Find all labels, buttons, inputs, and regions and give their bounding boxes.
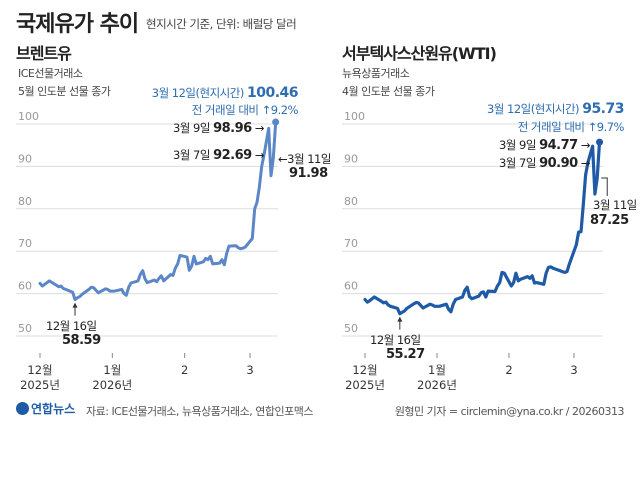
wti-title: 서부텍사스산원유(WTI) (342, 44, 497, 63)
brent-last-point (272, 118, 280, 126)
credit: 원형민 기자 = circlemin@yna.co.kr / 20260313 (394, 405, 625, 418)
wti-x-tick-label: 1월 (428, 363, 446, 377)
brent-price-line (38, 120, 278, 302)
wti-x-tick-year: 2026년 (417, 378, 457, 392)
wti-y-tick-label: 60 (344, 280, 358, 293)
wti-mar11-value: 87.25 (590, 213, 629, 228)
wti-low-value: 55.27 (386, 347, 425, 362)
brent-x-tick-label: 2 (181, 363, 188, 377)
wti-x-tick-label: 12월 (352, 363, 377, 377)
brent-mar11-value: 91.98 (289, 166, 328, 181)
brent-mar9-annotation: 3월 9일 98.96 → (172, 121, 265, 136)
brent-change: 전 거래일 대비 ↑9.2% (191, 103, 299, 117)
page-title: 국제유가 추이 (16, 12, 139, 37)
brent-title: 브렌트유 (16, 44, 72, 63)
brent-y-tick-label: 50 (18, 322, 32, 335)
wti-mar11-leader (601, 177, 608, 197)
wti-mar9-annotation: 3월 9일 94.77 → (498, 138, 591, 153)
wti-last-point (596, 138, 604, 146)
brent-contract: 5월 인도분 선물 종가 (18, 85, 111, 98)
brent-y-tick-label: 90 (18, 152, 32, 165)
brent-x-tick-label: 1월 (103, 363, 121, 377)
brent-x-tick-label: 3 (246, 363, 253, 377)
brent-x-tick-year: 2025년 (20, 378, 60, 392)
source: 자료: ICE선물거래소, 뉴욕상품거래소, 연합인포맥스 (86, 405, 313, 418)
wti-price-line (363, 140, 602, 316)
brent-exchange: ICE선물거래소 (18, 67, 83, 80)
wti-y-tick-label: 80 (344, 195, 358, 208)
wti-x-tick-label: 2 (505, 363, 512, 377)
brent-low-label: 12월 16일 (46, 319, 97, 333)
wti-exchange: 뉴욕상품거래소 (342, 67, 410, 80)
logo-icon (16, 402, 29, 415)
brent-mar11-label: ←3월 11일 (278, 152, 331, 166)
brent-y-tick-label: 60 (18, 280, 32, 293)
wti-change: 전 거래일 대비 ↑9.7% (517, 120, 625, 134)
yonhap-logo: 연합뉴스 (16, 400, 75, 417)
brent-y-tick-label: 70 (18, 237, 32, 250)
brent-y-tick-label: 80 (18, 195, 32, 208)
brent-low-value: 58.59 (62, 333, 101, 348)
wti-contract: 4월 인도분 선물 종가 (342, 85, 435, 98)
brent-low-arrowhead (72, 302, 78, 308)
wti-last-annotation: 3월 12일(현지시간) 95.73 (486, 101, 625, 117)
wti-mar11-label: 3월 11일 (593, 198, 637, 212)
wti-y-tick-label: 50 (344, 322, 358, 335)
wti-low-label: 12월 16일 (370, 333, 421, 347)
wti-y-tick-label: 70 (344, 237, 358, 250)
wti-x-tick-year: 2025년 (345, 378, 385, 392)
brent-x-tick-year: 2026년 (92, 378, 132, 392)
wti-low-arrowhead (397, 316, 403, 322)
brent-x-tick-label: 12월 (27, 363, 52, 377)
brent-last-annotation: 3월 12일(현지시간) 100.46 (151, 85, 299, 101)
wti-y-tick-label: 100 (344, 110, 365, 123)
wti-y-tick-label: 90 (344, 152, 358, 165)
unit-note: 현지시간 기준, 단위: 배럴당 달러 (146, 17, 297, 31)
wti-mar7-annotation: 3월 7일 90.90 → (498, 156, 591, 171)
brent-mar7-annotation: 3월 7일 92.69 → (172, 148, 265, 163)
wti-x-tick-label: 3 (570, 363, 577, 377)
brent-y-tick-label: 100 (18, 110, 39, 123)
